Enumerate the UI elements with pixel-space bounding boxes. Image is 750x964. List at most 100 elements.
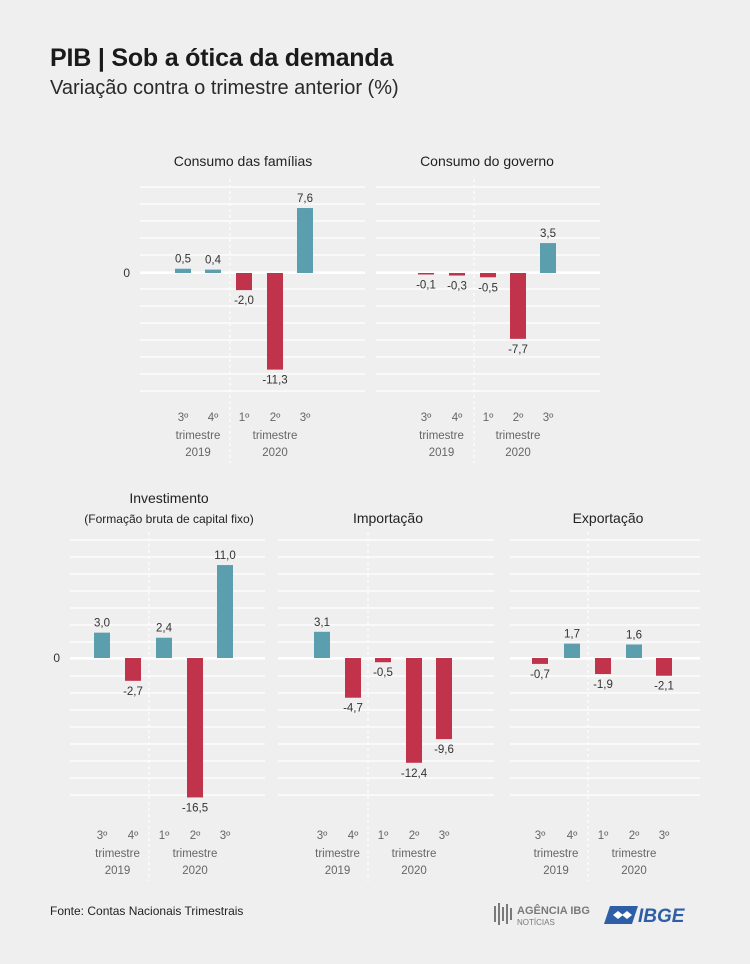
bar-value-label: 7,6 [297, 193, 313, 205]
bar-value-label: -16,5 [182, 802, 208, 814]
bar [345, 658, 361, 698]
trimestre-label: trimestre [176, 430, 221, 442]
bar-value-label: 3,0 [94, 618, 110, 630]
year-label: 2020 [621, 865, 647, 877]
quarter-tick-label: 1º [159, 830, 170, 842]
trimestre-label: trimestre [612, 848, 657, 860]
panel-subtitle: (Formação bruta de capital fixo) [84, 512, 253, 526]
bar-value-label: -0,3 [447, 281, 467, 293]
quarter-tick-label: 1º [483, 412, 494, 424]
bar [510, 273, 526, 339]
bar-value-label: 0,4 [205, 255, 222, 267]
bar [436, 658, 452, 740]
quarter-tick-label: 4º [128, 830, 139, 842]
trimestre-label: trimestre [392, 848, 437, 860]
bar-value-label: -9,6 [434, 744, 454, 756]
panel-title: Investimento [129, 490, 209, 506]
ibge-logo-text: IBGE [638, 906, 686, 927]
trimestre-label: trimestre [315, 848, 360, 860]
page-subtitle: Variação contra o trimestre anterior (%) [50, 77, 399, 99]
quarter-tick-label: 3º [659, 830, 670, 842]
agencia-logo-subtext: NOTÍCIAS [517, 918, 555, 927]
year-label: 2019 [185, 447, 211, 459]
quarter-tick-label: 3º [300, 412, 311, 424]
bar-value-label: -0,1 [416, 280, 436, 292]
quarter-tick-label: 3º [178, 412, 189, 424]
bar [480, 273, 496, 278]
agencia-ibge-logo: AGÊNCIA IBGE NOTÍCIAS [494, 903, 590, 927]
bar [375, 658, 391, 663]
quarter-tick-label: 3º [439, 830, 450, 842]
bar-value-label: 11,0 [214, 550, 236, 562]
panel-title: Importação [353, 510, 423, 526]
bar-value-label: 3,1 [314, 617, 330, 629]
bar-value-label: 1,6 [626, 629, 642, 641]
year-label: 2020 [182, 865, 208, 877]
quarter-tick-label: 3º [535, 830, 546, 842]
trimestre-label: trimestre [173, 848, 218, 860]
bar-value-label: 3,5 [540, 228, 556, 240]
quarter-tick-label: 4º [452, 412, 463, 424]
year-label: 2019 [429, 447, 455, 459]
bar-value-label: -11,3 [262, 375, 287, 387]
quarter-tick-label: 4º [567, 830, 578, 842]
bar-value-label: -12,4 [401, 768, 428, 780]
quarter-tick-label: 2º [513, 412, 524, 424]
bar [406, 658, 422, 763]
agencia-logo-text: AGÊNCIA IBGE [517, 904, 590, 917]
quarter-tick-label: 2º [270, 412, 281, 424]
year-label: 2020 [401, 865, 427, 877]
quarter-tick-label: 3º [97, 830, 108, 842]
quarter-tick-label: 1º [378, 830, 389, 842]
ibge-logo: IBGE [604, 906, 686, 927]
bar [626, 644, 642, 658]
quarter-tick-label: 3º [421, 412, 432, 424]
quarter-tick-label: 3º [220, 830, 231, 842]
quarter-tick-label: 3º [543, 412, 554, 424]
bar-value-label: 0,5 [175, 254, 191, 266]
bar [297, 208, 313, 273]
year-label: 2020 [262, 447, 288, 459]
bar-value-label: -1,9 [593, 679, 613, 691]
bar-value-label: -0,5 [478, 282, 498, 294]
quarter-tick-label: 1º [598, 830, 609, 842]
bar [540, 243, 556, 273]
year-label: 2020 [505, 447, 531, 459]
trimestre-label: trimestre [534, 848, 579, 860]
quarter-tick-label: 2º [629, 830, 640, 842]
bar [125, 658, 141, 681]
bar-value-label: 2,4 [156, 623, 173, 635]
quarter-tick-label: 2º [190, 830, 201, 842]
bar-value-label: -4,7 [343, 703, 363, 715]
quarter-tick-label: 2º [409, 830, 420, 842]
bar-value-label: -2,7 [123, 686, 143, 698]
bar [94, 632, 110, 658]
trimestre-label: trimestre [419, 430, 464, 442]
year-label: 2019 [325, 865, 351, 877]
bar [418, 273, 434, 275]
bar-value-label: -2,1 [654, 681, 674, 693]
zero-axis-label: 0 [53, 651, 60, 665]
bar [217, 565, 233, 658]
bar [449, 273, 465, 276]
year-label: 2019 [543, 865, 569, 877]
bar [595, 658, 611, 675]
trimestre-label: trimestre [496, 430, 541, 442]
bar [205, 269, 221, 273]
zero-axis-label: 0 [123, 266, 130, 280]
bar [564, 643, 580, 658]
bar [187, 658, 203, 798]
bar-value-label: -2,0 [234, 295, 254, 307]
year-label: 2019 [105, 865, 131, 877]
bar-value-label: -0,7 [530, 669, 550, 681]
quarter-tick-label: 4º [208, 412, 219, 424]
quarter-tick-label: 1º [239, 412, 250, 424]
bar [532, 658, 548, 664]
bar [236, 273, 252, 291]
trimestre-label: trimestre [253, 430, 298, 442]
bar [656, 658, 672, 676]
panel-title: Exportação [573, 510, 644, 526]
quarter-tick-label: 4º [348, 830, 359, 842]
bar-value-label: -0,5 [373, 667, 393, 679]
